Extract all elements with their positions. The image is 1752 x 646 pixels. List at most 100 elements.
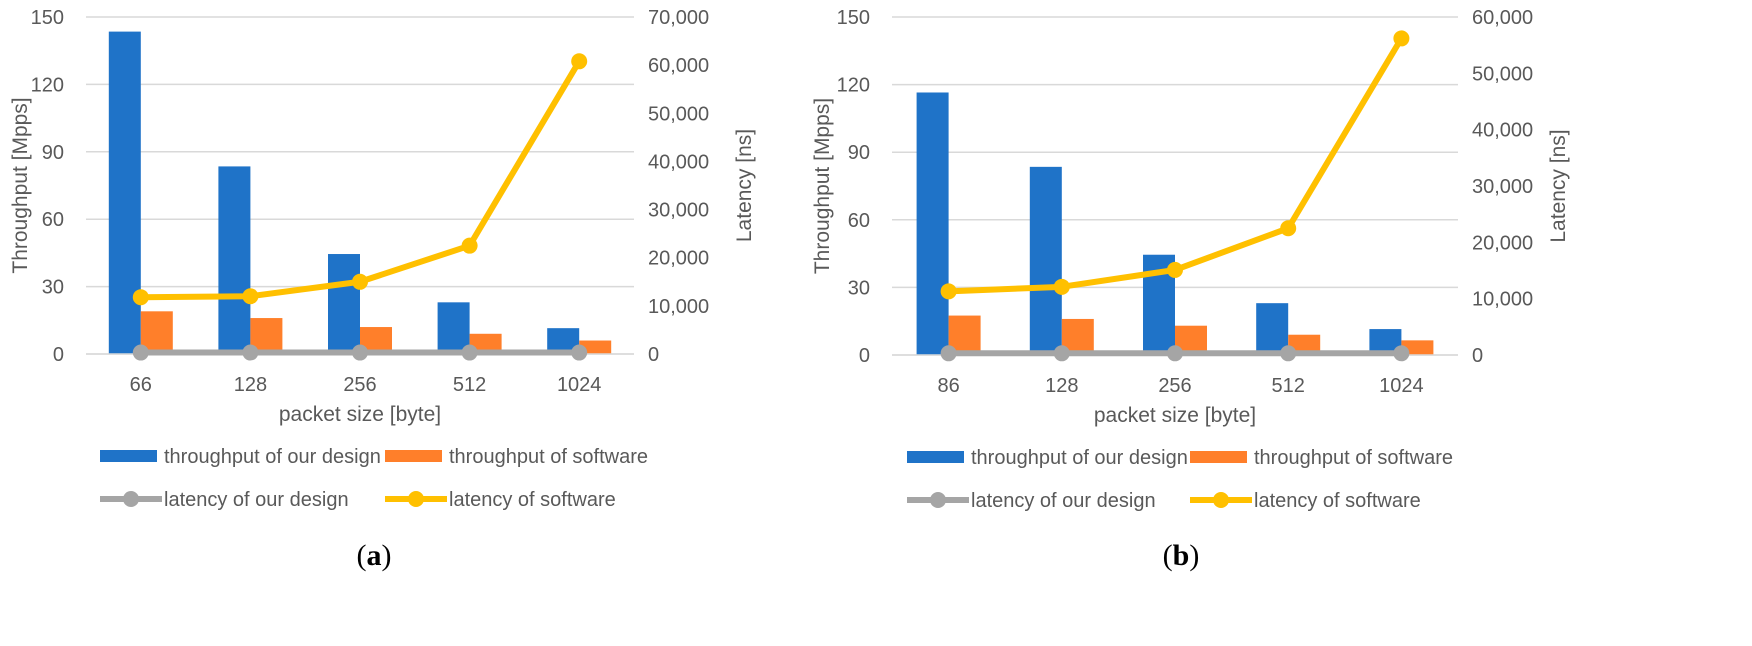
bar-throughput-software — [469, 333, 502, 354]
panel-letter: a — [367, 539, 382, 572]
y-tick-label: 60 — [42, 209, 64, 231]
y-tick-label: 90 — [42, 142, 64, 164]
y2-tick-label: 10,000 — [648, 296, 709, 318]
bar-throughput-our-design — [1029, 166, 1062, 355]
panel-label: (a) — [357, 539, 392, 572]
line-latency-our-design-point — [1167, 345, 1183, 362]
x-axis-title: packet size [byte] — [1094, 404, 1256, 427]
line-latency-our-design-point — [132, 344, 149, 361]
bar-throughput-our-design — [108, 31, 141, 354]
panel-label: (b) — [1163, 539, 1200, 572]
y-tick-label: 90 — [848, 142, 870, 164]
legend-label: throughput of our design — [164, 446, 381, 468]
x-tick-label: 256 — [1158, 375, 1191, 397]
line-latency-our-design-point — [461, 344, 478, 361]
x-tick-label: 128 — [234, 374, 267, 396]
y-tick-label: 120 — [31, 74, 64, 96]
legend-swatch — [907, 451, 964, 463]
x-tick-label: 66 — [130, 374, 152, 396]
y2-tick-label: 40,000 — [1472, 120, 1533, 142]
panel-paren-open: ( — [357, 539, 367, 572]
line-latency-software-point — [1167, 261, 1183, 278]
y2-tick-label: 50,000 — [1472, 63, 1533, 85]
legend-marker — [123, 491, 139, 507]
legend-label: throughput of software — [449, 446, 648, 468]
line-latency-our-design-point — [242, 344, 259, 361]
chart-panel-a: 0 30 60 90 120 150 0 10,000 20,000 30,000 40,000 50… — [9, 7, 756, 572]
bar-throughput-our-design — [1256, 303, 1289, 355]
y-tick-label: 0 — [859, 345, 870, 367]
y2-tick-label: 40,000 — [648, 151, 709, 173]
legend-marker — [1213, 492, 1229, 508]
bar-throughput-our-design — [328, 254, 360, 354]
line-latency-software-point — [242, 288, 259, 305]
line-latency-software — [948, 36, 1404, 295]
x-tick-label: 256 — [343, 374, 376, 396]
legend-label: latency of software — [1254, 490, 1421, 512]
panel-paren-open: ( — [1163, 539, 1173, 572]
line-latency-our-design-point — [1053, 345, 1070, 362]
bar-throughput-software — [1288, 334, 1321, 355]
panel-paren-close: ) — [1189, 539, 1199, 572]
x-tick-label: 86 — [937, 375, 959, 397]
line-latency-our-design-point — [1280, 345, 1297, 362]
x-tick-label: 512 — [453, 374, 486, 396]
legend-label: latency of software — [449, 489, 616, 511]
legend-swatch — [385, 450, 442, 462]
legend-label: throughput of our design — [971, 447, 1188, 469]
y-tick-label: 120 — [837, 75, 870, 97]
line-latency-software-point — [571, 53, 588, 70]
bar-throughput-software — [579, 340, 612, 354]
y2-tick-label: 20,000 — [1472, 232, 1533, 254]
y-axis-title: Throughput [Mpps] — [811, 98, 834, 274]
y2-axis-title: Latency [ns] — [733, 129, 756, 242]
panel-paren-close: ) — [382, 539, 392, 572]
y2-tick-label: 50,000 — [648, 103, 709, 125]
legend-label: latency of our design — [164, 489, 349, 511]
y2-tick-label: 60,000 — [648, 55, 709, 77]
y2-tick-label: 0 — [648, 344, 659, 366]
y-tick-label: 30 — [42, 277, 64, 299]
line-latency-software-point — [461, 237, 478, 254]
y-tick-label: 150 — [31, 7, 64, 29]
y-tick-label: 0 — [53, 344, 64, 366]
y2-tick-label: 70,000 — [648, 7, 709, 29]
bar-throughput-software — [1401, 340, 1434, 355]
line-latency-our-design-point — [940, 345, 957, 362]
y2-tick-label: 20,000 — [648, 248, 709, 270]
panel-letter: b — [1173, 539, 1190, 572]
line-latency-software-point — [1280, 220, 1297, 237]
x-axis-title: packet size [byte] — [279, 403, 441, 426]
line-latency-software-point — [352, 273, 368, 290]
line-latency-our-design-point — [571, 344, 588, 361]
x-tick-label: 512 — [1272, 375, 1305, 397]
line-latency-software-point — [132, 289, 149, 306]
y2-tick-label: 30,000 — [648, 200, 709, 222]
line-latency-software-point — [1393, 30, 1410, 47]
y2-tick-label: 30,000 — [1472, 176, 1533, 198]
y-tick-label: 30 — [848, 277, 870, 299]
legend-swatch — [100, 450, 157, 462]
y-tick-label: 60 — [848, 210, 870, 232]
y2-axis-title: Latency [ns] — [1547, 129, 1570, 242]
y-tick-label: 150 — [837, 7, 870, 29]
line-latency-software-point — [940, 283, 957, 300]
legend-swatch — [1190, 451, 1247, 463]
legend-marker — [408, 491, 424, 507]
x-tick-label: 1024 — [1379, 375, 1424, 397]
y2-tick-label: 10,000 — [1472, 289, 1533, 311]
legend-marker — [930, 492, 946, 508]
line-latency-our-design-point — [352, 344, 368, 361]
chart-panel-b: 0 30 60 90 120 150 0 10,000 20,000 30,000 40,000 50… — [811, 7, 1570, 572]
x-tick-label: 1024 — [557, 374, 602, 396]
bar-throughput-our-design — [437, 302, 470, 354]
line-latency-our-design-point — [1393, 345, 1410, 362]
y2-tick-label: 0 — [1472, 345, 1483, 367]
y2-tick-label: 60,000 — [1472, 7, 1533, 29]
legend-label: latency of our design — [971, 490, 1156, 512]
x-tick-label: 128 — [1045, 375, 1078, 397]
legend-label: throughput of software — [1254, 447, 1453, 469]
bar-throughput-our-design — [916, 92, 949, 355]
line-latency-software-point — [1053, 278, 1070, 295]
